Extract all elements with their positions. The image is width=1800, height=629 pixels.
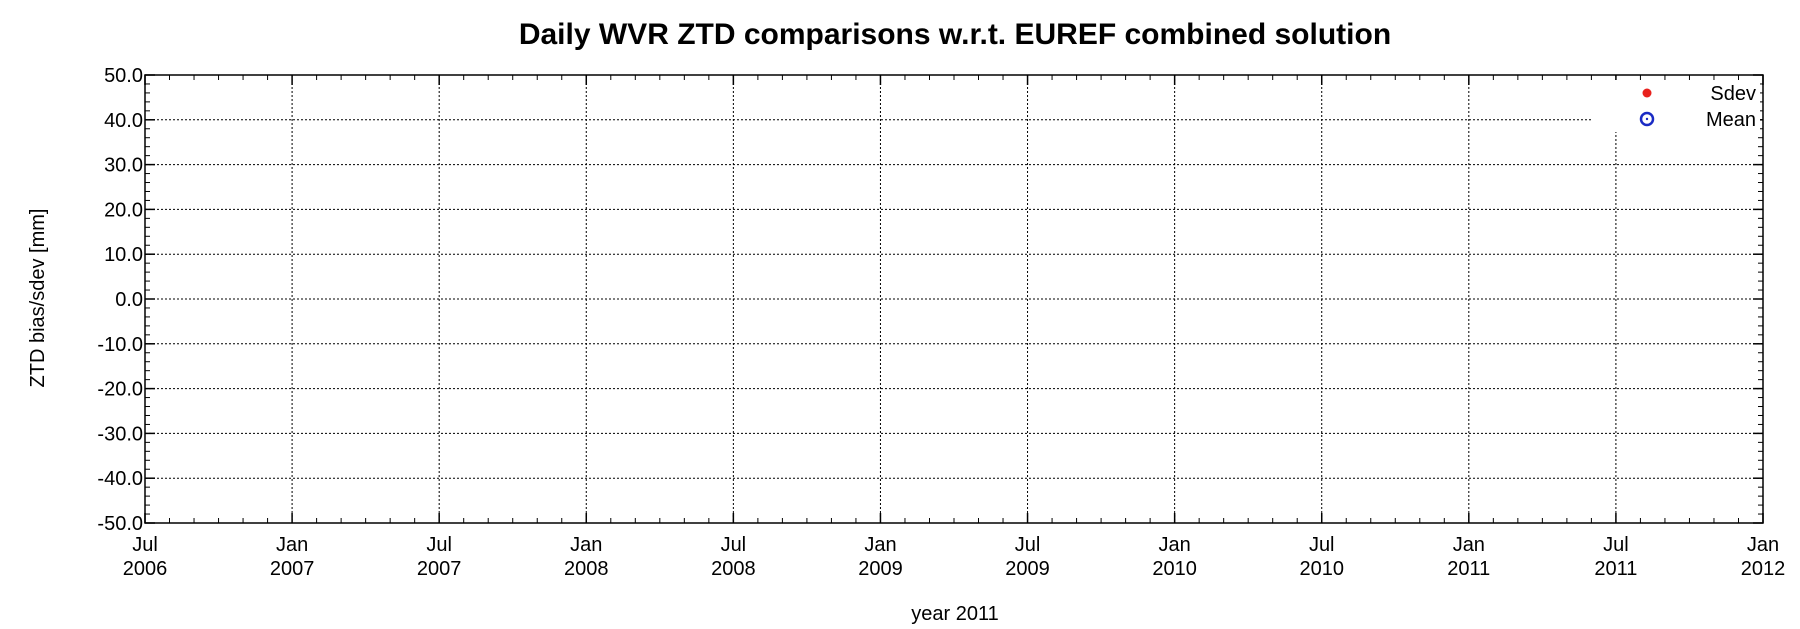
y-tick-label: 20.0 bbox=[104, 199, 143, 221]
grid-lines bbox=[145, 75, 1763, 523]
x-tick-label-year: 2007 bbox=[270, 558, 315, 580]
x-tick-label-month: Jan bbox=[1159, 534, 1191, 556]
x-tick-label-month: Jul bbox=[1309, 534, 1335, 556]
y-tick-label: 0.0 bbox=[115, 289, 143, 311]
y-tick-label: 50.0 bbox=[104, 65, 143, 87]
x-tick-label-year: 2011 bbox=[1447, 558, 1490, 580]
x-tick-label-year: 2010 bbox=[1299, 558, 1344, 580]
x-tick-labels: Jul2006Jan2007Jul2007Jan2008Jul2008Jan20… bbox=[123, 534, 1786, 580]
x-tick-label-year: 2008 bbox=[711, 558, 756, 580]
y-tick-label: -10.0 bbox=[97, 334, 143, 356]
x-tick-label-year: 2012 bbox=[1741, 558, 1786, 580]
x-tick-label-month: Jul bbox=[1603, 534, 1629, 556]
y-tick-label: 30.0 bbox=[104, 155, 143, 177]
x-tick-label-month: Jan bbox=[1453, 534, 1485, 556]
x-tick-label-year: 2007 bbox=[417, 558, 462, 580]
y-tick-label: -30.0 bbox=[97, 423, 143, 445]
legend-marker-mean bbox=[1639, 111, 1655, 127]
y-tick-label: -50.0 bbox=[97, 513, 143, 535]
x-tick-label-month: Jan bbox=[864, 534, 896, 556]
legend-label-sdev: Sdev bbox=[1710, 83, 1756, 105]
y-tick-label: -20.0 bbox=[97, 379, 143, 401]
y-axis-label: ZTD bias/sdev [mm] bbox=[27, 209, 49, 388]
legend-label-mean: Mean bbox=[1706, 109, 1756, 131]
chart-title: Daily WVR ZTD comparisons w.r.t. EUREF c… bbox=[519, 18, 1391, 51]
legend-background bbox=[1592, 80, 1760, 132]
x-tick-label-month: Jul bbox=[426, 534, 452, 556]
x-tick-label-year: 2010 bbox=[1152, 558, 1197, 580]
x-tick-label-month: Jul bbox=[721, 534, 747, 556]
x-tick-label-month: Jan bbox=[570, 534, 602, 556]
y-tick-label: 40.0 bbox=[104, 110, 143, 132]
x-tick-label-year: 2011 bbox=[1594, 558, 1637, 580]
x-tick-label-year: 2009 bbox=[858, 558, 903, 580]
x-tick-label-year: 2006 bbox=[123, 558, 168, 580]
y-tick-labels: 50.0 40.0 30.0 20.0 10.0 0.0 -10.0 -20.0 -30.0 -4… bbox=[97, 65, 143, 535]
x-tick-label-month: Jul bbox=[1015, 534, 1041, 556]
plot-frame bbox=[144, 74, 1764, 524]
x-tick-label-year: 2009 bbox=[1005, 558, 1050, 580]
x-tick-label-month: Jan bbox=[276, 534, 308, 556]
x-tick-label-month: Jul bbox=[132, 534, 158, 556]
y-tick-label: -40.0 bbox=[97, 468, 143, 490]
legend-marker-sdev bbox=[1642, 88, 1652, 98]
legend: Sdev Mean bbox=[1592, 80, 1760, 132]
x-tick-label-month: Jan bbox=[1747, 534, 1779, 556]
x-tick-label-year: 2008 bbox=[564, 558, 609, 580]
x-axis-label: year 2011 bbox=[911, 603, 998, 625]
y-tick-label: 10.0 bbox=[104, 244, 143, 266]
legend-marker-dot bbox=[1645, 117, 1649, 121]
